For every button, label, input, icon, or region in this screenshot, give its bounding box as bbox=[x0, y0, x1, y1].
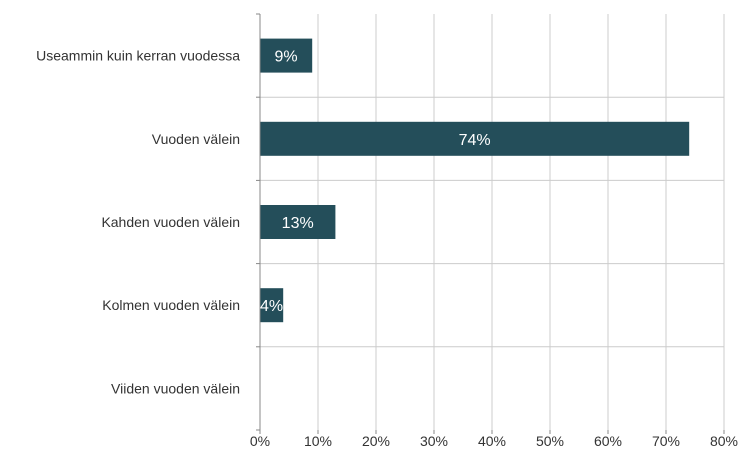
category-label: Vuoden välein bbox=[152, 131, 240, 147]
x-tick-label: 0% bbox=[250, 433, 270, 449]
bar bbox=[260, 205, 336, 239]
category-label: Kolmen vuoden välein bbox=[102, 297, 240, 313]
x-tick-label: 60% bbox=[594, 433, 622, 449]
axes bbox=[256, 13, 725, 434]
labels: 0% 10% 20% 30% 40% 50% 60% 70% 80% Useammin kuin … bbox=[36, 48, 738, 449]
category-label: Kahden vuoden välein bbox=[101, 214, 240, 230]
bar bbox=[260, 38, 313, 73]
data-label: 74% bbox=[459, 132, 491, 149]
data-label: 4% bbox=[260, 298, 283, 315]
gridlines bbox=[260, 14, 725, 430]
x-tick-label: 40% bbox=[478, 433, 506, 449]
category-label: Viiden vuoden välein bbox=[111, 380, 240, 396]
x-tick-label: 30% bbox=[420, 433, 448, 449]
x-tick-label: 10% bbox=[304, 433, 332, 449]
bar bbox=[260, 121, 690, 156]
data-label: 13% bbox=[282, 215, 314, 232]
bar bbox=[260, 288, 284, 323]
category-label: Useammin kuin kerran vuodessa bbox=[36, 48, 240, 64]
bars bbox=[260, 38, 690, 323]
data-label: 9% bbox=[275, 49, 298, 66]
x-tick-label: 80% bbox=[710, 433, 738, 449]
x-tick-label: 50% bbox=[536, 433, 564, 449]
x-tick-label: 20% bbox=[362, 433, 390, 449]
x-tick-label: 70% bbox=[652, 433, 680, 449]
